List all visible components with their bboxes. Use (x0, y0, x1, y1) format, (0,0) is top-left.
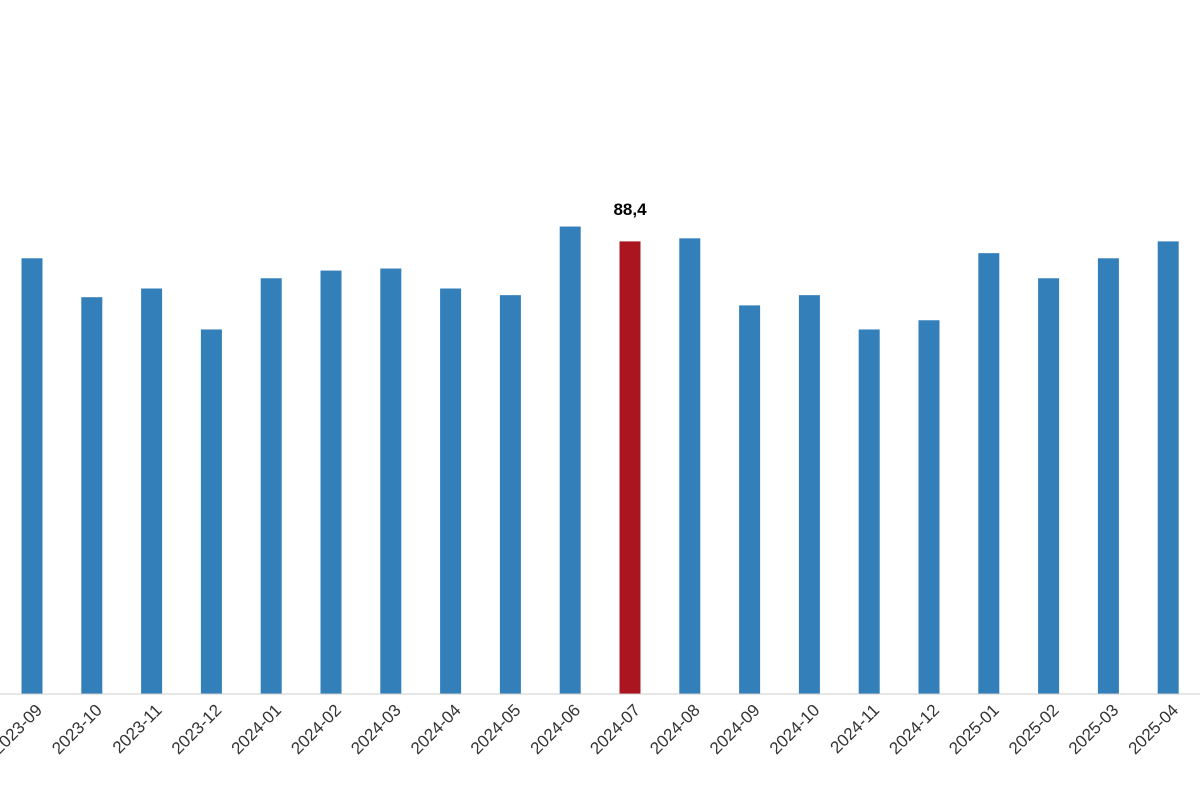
x-tick-label: 2024-06 (527, 701, 585, 759)
bar (21, 258, 43, 694)
x-tick-label: 2024-04 (407, 701, 465, 759)
bar (1038, 278, 1060, 694)
bar (440, 288, 462, 694)
x-tick-label: 2024-10 (766, 701, 824, 759)
bar (499, 295, 521, 694)
x-tick-label: 2025-03 (1065, 701, 1123, 759)
x-tick-label: 2024-05 (467, 701, 525, 759)
bar (380, 268, 402, 694)
x-tick-label: 2024-09 (706, 701, 764, 759)
bar (1097, 258, 1119, 694)
bar (81, 297, 103, 694)
value-label: 88,4 (613, 200, 647, 219)
x-tick-label: 2024-12 (885, 701, 943, 759)
x-tick-label: 2023-12 (168, 701, 226, 759)
x-tick-label: 2023-11 (109, 701, 166, 758)
bar (141, 288, 163, 694)
bar (559, 226, 581, 694)
x-tick-label: 2024-01 (228, 701, 286, 759)
bar (798, 295, 820, 694)
bar (739, 305, 761, 694)
x-tick-label: 2024-08 (646, 701, 704, 759)
bar (679, 238, 701, 694)
x-tick-label: 2024-02 (287, 701, 345, 759)
x-tick-label: 2024-11 (827, 701, 884, 758)
x-tick-label: 2025-01 (945, 701, 1003, 759)
bar (619, 241, 641, 694)
bar (200, 329, 222, 694)
bar (858, 329, 880, 694)
bar (320, 270, 342, 694)
bar (260, 278, 282, 694)
x-tick-label: 2025-02 (1005, 701, 1063, 759)
x-tick-label: 2025-04 (1125, 701, 1183, 759)
x-tick-label: 2023-10 (48, 701, 106, 759)
bar (978, 253, 1000, 694)
bar (1157, 241, 1179, 694)
x-tick-label: 2024-03 (347, 701, 405, 759)
x-tick-label: 2023-09 (0, 701, 46, 759)
x-tick-label: 2024-07 (586, 701, 644, 759)
bar (918, 320, 940, 694)
